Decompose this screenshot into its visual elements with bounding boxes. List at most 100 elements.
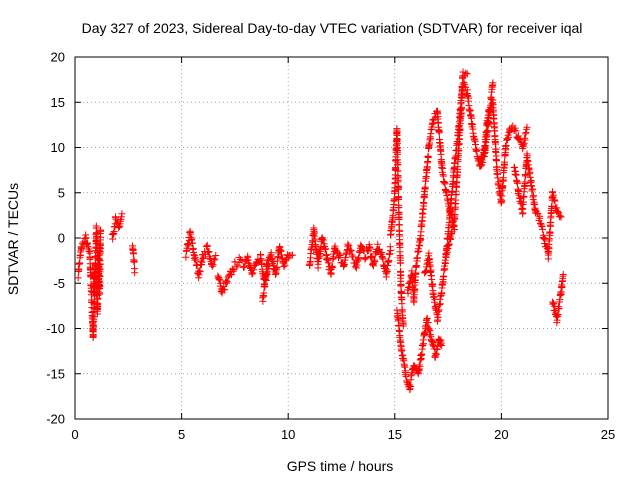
data-point [394,161,402,169]
data-point [416,242,424,250]
data-point [227,271,235,279]
data-point [559,270,567,278]
data-point [463,70,471,78]
data-point [438,341,446,349]
data-point [273,263,281,271]
data-point [355,254,363,262]
data-point [548,202,556,210]
data-point [210,255,218,263]
x-tick-label: 10 [281,427,295,442]
data-point [198,258,206,266]
data-point [404,289,412,297]
data-point [393,306,401,314]
data-point [441,259,449,267]
data-point [423,314,431,322]
data-point [221,286,229,294]
data-point [97,227,105,235]
data-point [481,142,489,150]
data-point [211,256,219,264]
y-tick-label: -20 [46,412,65,427]
data-point [553,204,561,212]
data-point [203,241,211,249]
y-tick-label: 5 [58,185,65,200]
x-axis-label: GPS time / hours [287,458,394,474]
data-point [513,179,521,187]
data-point [450,221,458,229]
data-point [196,268,204,276]
data-point [280,263,288,271]
data-point [250,266,258,274]
axes: 0 5 10 15 20 25 20 15 10 5 0 -5 -10 -15 -20 [46,50,615,443]
data-point [551,197,559,205]
data-point [545,245,553,253]
data-point [336,251,344,259]
data-point [501,158,509,166]
data-point [385,257,393,265]
data-point [406,383,414,391]
data-point [462,69,470,77]
data-point [416,363,424,371]
data-point [239,263,247,271]
data-point [358,243,366,251]
data-point [222,277,230,285]
data-point [387,247,395,255]
data-point [521,136,529,144]
data-point [452,190,460,198]
data-point [403,377,411,385]
data-point [216,276,224,284]
data-point [512,127,520,135]
data-point [495,178,503,186]
data-point [396,243,404,251]
data-point [434,113,442,121]
data-point [473,146,481,154]
y-axis-label: SDTVAR / TECUs [5,183,21,295]
data-point [554,311,562,319]
data-point [346,246,354,254]
data-point [555,209,563,217]
chart-title: Day 327 of 2023, Sidereal Day-to-day VTE… [82,20,583,36]
data-point [95,270,103,278]
data-point [441,265,449,273]
data-point [364,246,372,254]
data-point [468,114,476,122]
data-point [324,259,332,267]
data-point [209,261,217,269]
data-point [130,250,138,258]
data-point [344,240,352,248]
data-point [74,274,82,282]
x-tick-label: 5 [178,427,185,442]
data-point [436,300,444,308]
data-point [229,267,237,275]
data-point [208,262,216,270]
data-point [447,235,455,243]
data-point [386,250,394,258]
data-points [74,68,567,393]
data-point [522,172,530,180]
data-point [358,244,366,252]
data-point [455,135,463,143]
data-point [398,300,406,308]
data-point [232,263,240,271]
data-point [311,229,319,237]
data-point [396,259,404,267]
data-point [366,245,374,253]
data-point [412,270,420,278]
data-point [352,263,360,271]
data-point [556,212,564,220]
data-point [488,100,496,108]
x-tick-label: 25 [601,427,615,442]
y-tick-label: 10 [51,140,65,155]
data-point [335,250,343,258]
data-point [492,157,500,165]
data-point [396,332,404,340]
data-point [539,225,547,233]
plot-frame [74,56,609,420]
data-point [558,284,566,292]
data-point [557,213,565,221]
data-point [514,132,522,140]
data-point [554,207,562,215]
data-point [530,192,538,200]
data-point [460,79,468,87]
data-point [345,242,353,250]
data-point [523,123,531,131]
